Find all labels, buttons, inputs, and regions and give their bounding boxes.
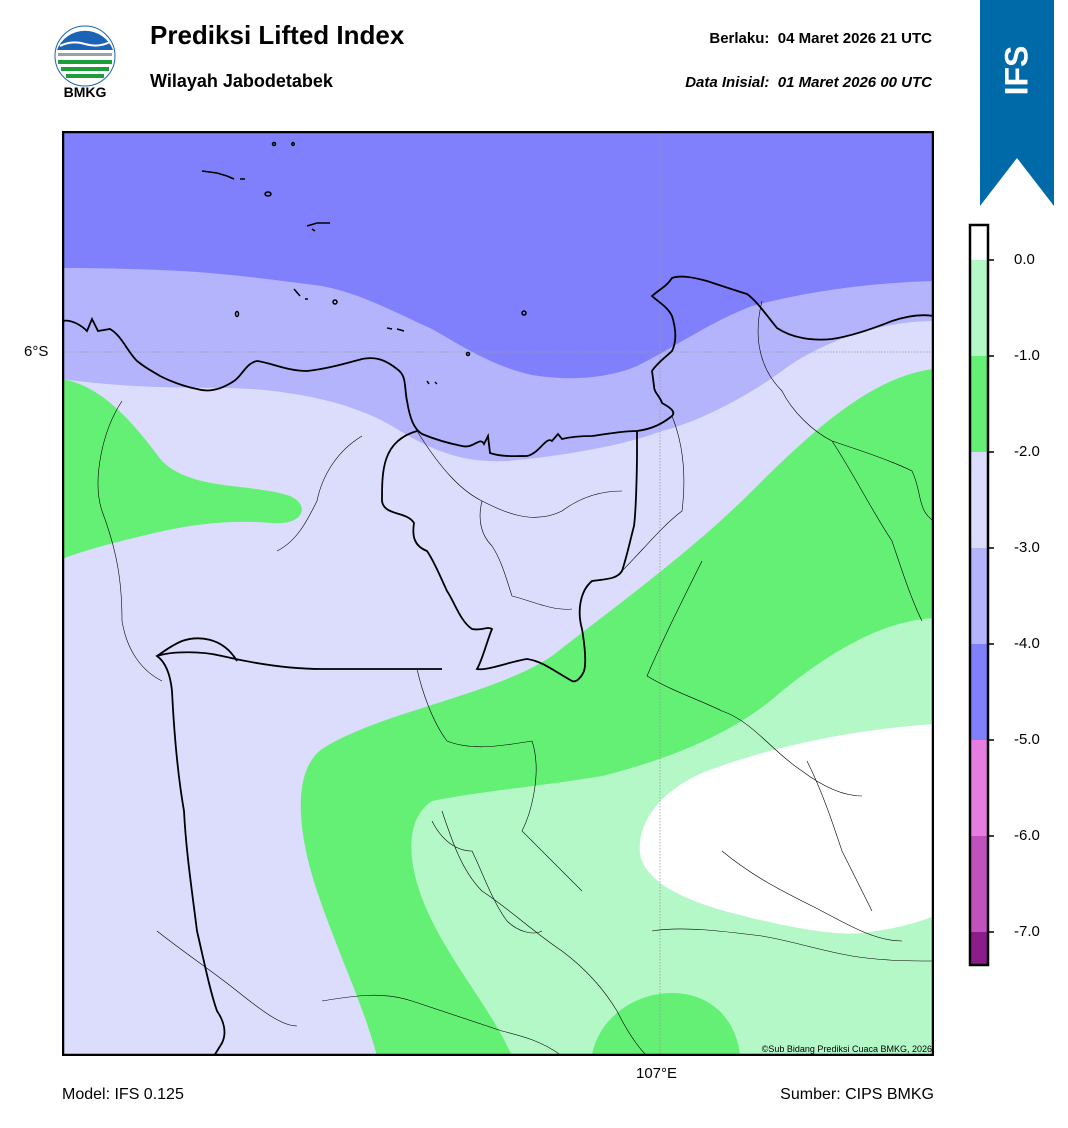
- valid-time-value: 04 Maret 2026 21 UTC: [777, 30, 932, 47]
- colorbar-segment: [970, 260, 988, 356]
- page-title: Prediksi Lifted Index: [150, 20, 405, 50]
- map-frame: [62, 131, 934, 1056]
- colorbar: [968, 223, 994, 967]
- latitude-label: 6°S: [24, 343, 49, 360]
- region-subtitle: Wilayah Jabodetabek: [150, 71, 333, 91]
- colorbar-tick-label: -2.0: [1014, 443, 1040, 460]
- colorbar-tick-label: -4.0: [1014, 635, 1040, 652]
- field-minus4-to-minus5: [62, 131, 934, 379]
- ifs-badge-text: IFS: [998, 45, 1035, 95]
- init-time-label: Data Inisial:: [685, 74, 770, 91]
- colorbar-tick-label: 0.0: [1014, 251, 1035, 268]
- colorbar-segment: [970, 932, 988, 965]
- regency-boundary: [155, 637, 238, 1056]
- colorbar-tick-label: -5.0: [1014, 731, 1040, 748]
- init-time-value: 01 Maret 2026 00 UTC: [777, 74, 932, 91]
- source-label: Sumber: CIPS BMKG: [780, 1086, 934, 1103]
- init-time-line: Data Inisial: 01 Maret 2026 00 UTC: [685, 74, 932, 91]
- islands: [201, 141, 527, 385]
- colorbar-segment: [970, 836, 988, 932]
- ifs-badge: IFS: [980, 0, 1054, 140]
- lifted-index-map: [62, 131, 934, 1056]
- regency-boundary: [156, 651, 442, 670]
- field-minus1-to-minus2-south: [592, 993, 740, 1056]
- colorbar-tick-label: -7.0: [1014, 923, 1040, 940]
- colorbar-segment: [970, 452, 988, 548]
- colorbar-ticks: [988, 259, 994, 933]
- colorbar-tick-label: -1.0: [1014, 347, 1040, 364]
- colorbar-segment: [970, 644, 988, 740]
- district-boundaries: [97, 300, 934, 1056]
- bmkg-logo-text: BMKG: [63, 84, 107, 100]
- colorbar-tick-label: -3.0: [1014, 539, 1040, 556]
- field-above-0: [639, 724, 934, 934]
- copyright-credit: ©Sub Bidang Prediksi Cuaca BMKG, 2026: [761, 1044, 932, 1054]
- colorbar-segment: [970, 548, 988, 644]
- valid-time-label: Berlaku:: [709, 30, 770, 47]
- field-minus1-to-minus2-west: [62, 379, 302, 559]
- valid-time-line: Berlaku: 04 Maret 2026 21 UTC: [709, 30, 932, 47]
- province-boundary: [381, 430, 638, 683]
- colorbar-segment: [970, 225, 988, 260]
- colorbar-segment: [970, 356, 988, 452]
- bmkg-logo: [54, 25, 116, 87]
- colorbar-frame: [968, 223, 990, 967]
- colorbar-segment: [970, 740, 988, 836]
- colorbar-tick-label: -6.0: [1014, 827, 1040, 844]
- ifs-ribbon: [980, 0, 1054, 206]
- coastline: [62, 275, 934, 458]
- model-label: Model: IFS 0.125: [62, 1086, 184, 1103]
- longitude-label: 107°E: [636, 1065, 678, 1082]
